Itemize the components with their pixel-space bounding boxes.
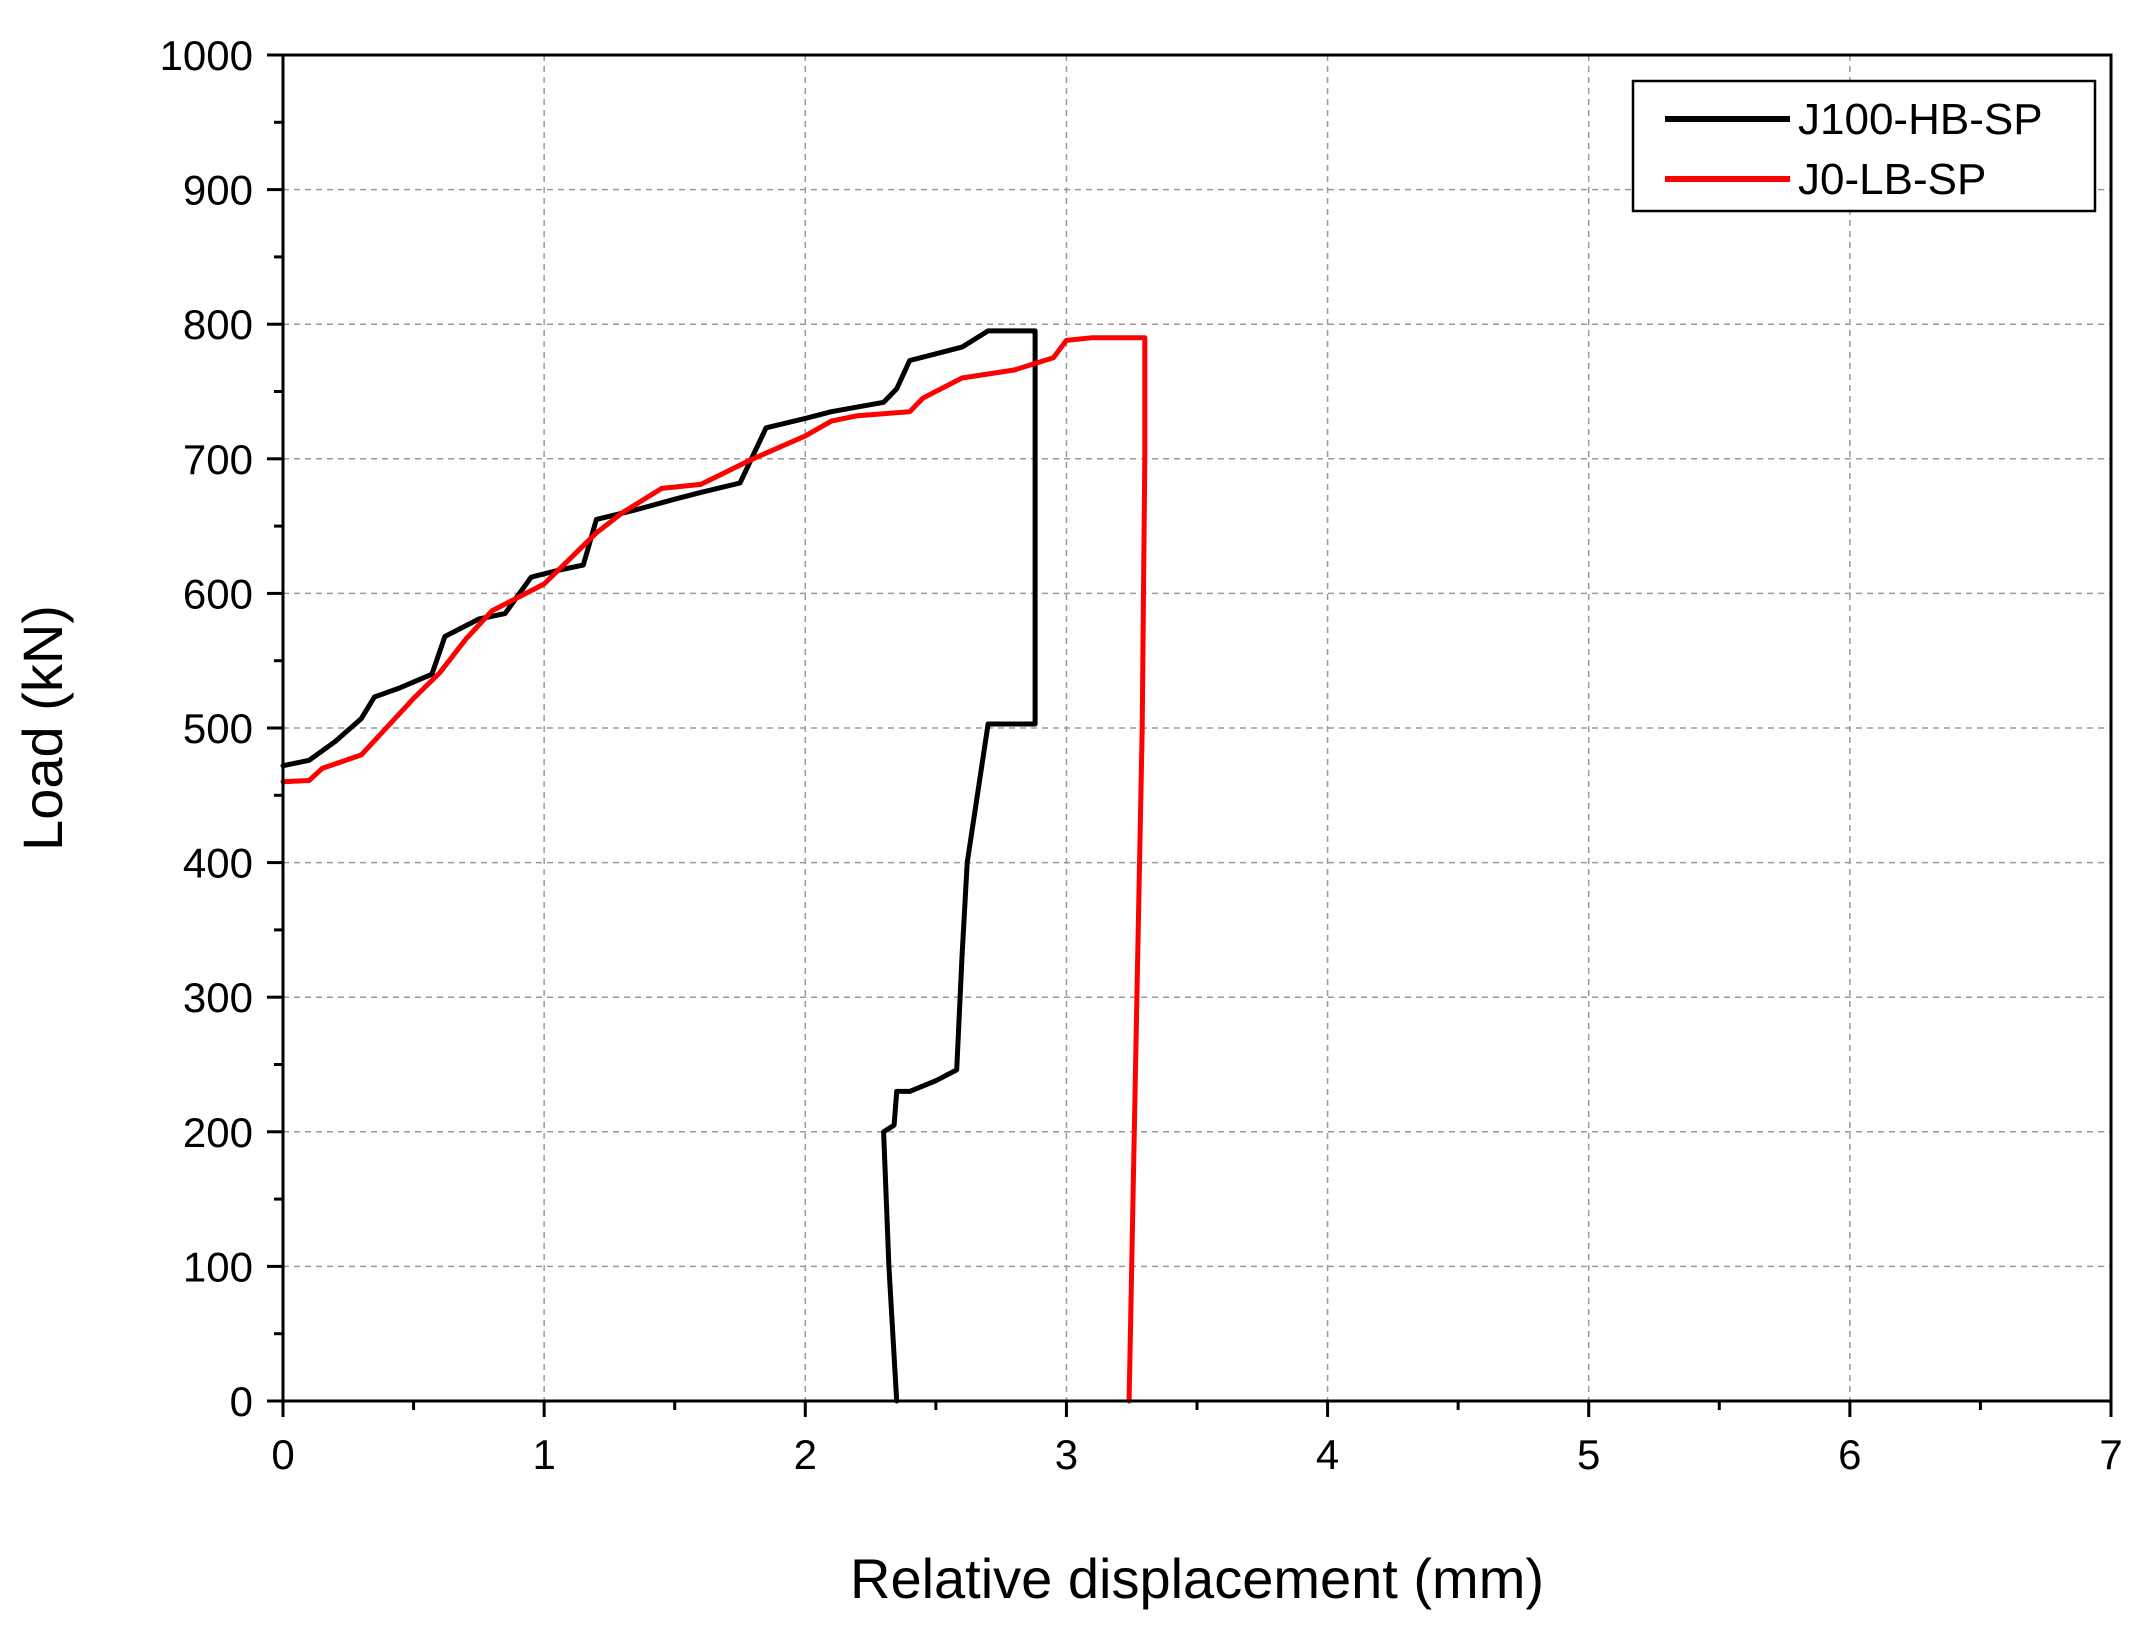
x-tick-label: 5: [1577, 1431, 1600, 1478]
y-tick-label: 300: [183, 974, 253, 1021]
x-tick-label: 6: [1838, 1431, 1861, 1478]
axis-ticks: [267, 53, 2113, 1417]
legend: J100-HB-SP J0-LB-SP: [1631, 79, 2097, 213]
grid: [283, 55, 2111, 1401]
y-tick-label: 700: [183, 436, 253, 483]
series-line-j100-hb-sp: [280, 328, 1038, 1404]
y-tick-label: 400: [183, 840, 253, 887]
x-tick-label: 2: [794, 1431, 817, 1478]
x-axis-title: Relative displacement (mm): [850, 1547, 1544, 1610]
y-tick-label: 0: [230, 1378, 253, 1425]
y-tick-label: 500: [183, 705, 253, 752]
series-line-j0-lb-sp: [280, 335, 1148, 1404]
y-tick-label: 200: [183, 1109, 253, 1156]
x-tick-label: 4: [1316, 1431, 1339, 1478]
legend-box: [1631, 79, 2097, 213]
legend-label-j0-lb-sp: J0-LB-SP: [1798, 155, 1986, 204]
y-tick-label: 600: [183, 570, 253, 617]
series-layer: [280, 328, 1148, 1404]
y-tick-label: 100: [183, 1243, 253, 1290]
tick-labels: 0 1 2 3 4 5 6 7 0 100 200 300 400 500 600 700 800 900 1000: [160, 32, 2123, 1478]
legend-label-j100-hb-sp: J100-HB-SP: [1798, 95, 2043, 144]
x-tick-label: 1: [532, 1431, 555, 1478]
y-tick-label: 900: [183, 167, 253, 214]
x-tick-label: 0: [271, 1431, 294, 1478]
y-axis-title: Load (kN): [11, 605, 74, 851]
x-tick-label: 3: [1055, 1431, 1078, 1478]
y-tick-label: 1000: [160, 32, 253, 79]
x-tick-label: 7: [2099, 1431, 2122, 1478]
y-tick-label: 800: [183, 301, 253, 348]
